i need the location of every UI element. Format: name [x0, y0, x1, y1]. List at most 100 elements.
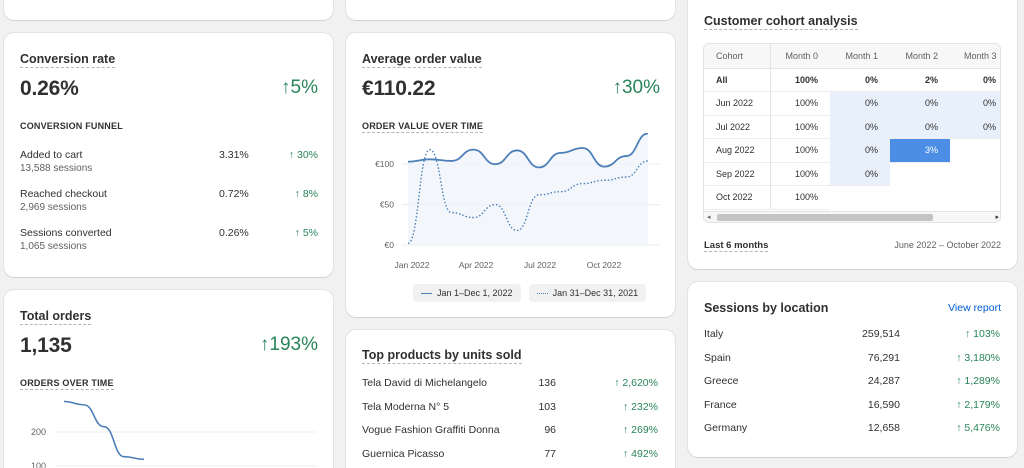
view-report-link[interactable]: View report — [948, 302, 1001, 314]
up-arrow-icon: ↑ — [622, 400, 629, 413]
conversion-rate-title[interactable]: Conversion rate — [20, 52, 116, 68]
funnel-row-label: Sessions converted — [20, 227, 112, 239]
product-row[interactable]: Tela David di Michelangelo 136 ↑ 2,620% — [362, 377, 658, 393]
location-country: Spain — [704, 351, 731, 364]
cohort-cell: 0% — [950, 91, 1000, 116]
aov-area-fill — [408, 133, 648, 245]
location-country: Germany — [704, 422, 748, 434]
total-orders-card: Total orders 1,135 ↑193% ORDERS OVER TIM… — [4, 290, 333, 468]
aov-title[interactable]: Average order value — [362, 52, 482, 68]
conversion-delta-text: 5% — [290, 77, 318, 98]
order-value-over-time-title[interactable]: ORDER VALUE OVER TIME — [362, 121, 484, 133]
scroll-right-icon[interactable]: ▸ — [995, 214, 999, 221]
location-delta: ↑ 1,289% — [956, 375, 1000, 387]
cohort-row: Sep 2022 100% 0% — [704, 162, 1000, 186]
funnel-delta-text: 8% — [302, 188, 318, 200]
up-arrow-icon: ↑ — [294, 188, 300, 200]
aov-y-tick: €0 — [385, 240, 395, 250]
location-delta: ↑ 3,180% — [956, 352, 1000, 364]
aov-x-tick: Jul 2022 — [524, 260, 556, 270]
cohort-row: Oct 2022 100% — [704, 185, 1000, 210]
location-row: France 16,590 ↑ 2,179% — [704, 399, 1000, 415]
cohort-row: Aug 2022 100% 0% 3% — [704, 138, 1000, 163]
legend-dotted-swatch — [536, 292, 548, 294]
up-arrow-icon: ↑ — [281, 77, 291, 98]
location-country: France — [704, 398, 737, 411]
location-row: Spain 76,291 ↑ 3,180% — [704, 352, 1000, 368]
cohort-cell — [890, 162, 950, 186]
cohort-header: Month 0 — [770, 44, 830, 69]
orders-y-tick: 200 — [31, 427, 46, 437]
total-orders-value: 1,135 — [20, 334, 72, 357]
sessions-location-title: Sessions by location — [704, 301, 829, 315]
aov-delta-text: 30% — [621, 77, 660, 98]
product-units: 103 — [538, 400, 556, 413]
cohort-header: Cohort — [704, 44, 771, 69]
total-orders-title[interactable]: Total orders — [20, 309, 92, 325]
product-units: 96 — [544, 424, 556, 436]
product-row[interactable]: Vogue Fashion Graffiti Donna 96 ↑ 269% — [362, 424, 658, 440]
top-products-card: Top products by units sold Tela David di… — [346, 330, 675, 468]
product-units: 77 — [544, 447, 556, 460]
cohort-cell: 100% — [770, 68, 830, 92]
scroll-left-icon[interactable]: ◂ — [707, 214, 711, 221]
top-products-title[interactable]: Top products by units sold — [362, 348, 522, 364]
up-arrow-icon: ↑ — [622, 424, 629, 436]
funnel-delta-text: 30% — [296, 149, 318, 161]
cohort-analysis-card: Customer cohort analysis Cohort Month 0 … — [688, 0, 1017, 269]
cohort-footer-label[interactable]: Last 6 months — [704, 240, 769, 252]
cohort-header: Month 1 — [830, 44, 890, 69]
aov-series-current — [407, 133, 649, 169]
legend-current[interactable]: Jan 1–Dec 1, 2022 — [413, 284, 521, 302]
location-delta-text: 103% — [973, 328, 1000, 340]
legend-previous-label: Jan 31–Dec 31, 2021 — [552, 288, 639, 298]
cohort-label: Oct 2022 — [704, 185, 771, 210]
funnel-row-sessions: 1,065 sessions — [20, 241, 87, 252]
funnel-delta-text: 5% — [302, 227, 318, 239]
aov-delta: ↑30% — [612, 77, 660, 99]
up-arrow-icon: ↑ — [956, 422, 962, 434]
average-order-value-card: Average order value €110.22 ↑30% ORDER V… — [346, 33, 675, 317]
cohort-title[interactable]: Customer cohort analysis — [704, 14, 858, 30]
up-arrow-icon: ↑ — [294, 227, 300, 239]
product-row[interactable]: Tela Moderna N° 5 103 ↑ 232% — [362, 401, 658, 417]
cohort-header: Month 2 — [890, 44, 950, 69]
cohort-cell: 3% — [890, 138, 950, 163]
legend-previous[interactable]: Jan 31–Dec 31, 2021 — [528, 284, 647, 302]
aov-y-tick: €100 — [375, 159, 394, 169]
cohort-cell: 100% — [770, 162, 830, 186]
aov-legend: Jan 1–Dec 1, 2022 Jan 31–Dec 31, 2021 — [413, 284, 647, 302]
cohort-footer-range: June 2022 – October 2022 — [894, 240, 1001, 250]
aov-x-tick: Apr 2022 — [459, 260, 494, 270]
cohort-label: Sep 2022 — [704, 162, 771, 186]
location-sessions: 12,658 — [867, 422, 900, 434]
location-sessions: 16,590 — [867, 398, 900, 411]
orders-over-time-title[interactable]: ORDERS OVER TIME — [20, 378, 114, 390]
cohort-table-wrapper: Cohort Month 0 Month 1 Month 2 Month 3 A… — [703, 43, 1001, 223]
location-country: Italy — [704, 328, 724, 340]
up-arrow-icon: ↑ — [614, 377, 620, 389]
location-delta-text: 2,179% — [964, 398, 1000, 411]
conversion-rate-card: Conversion rate 0.26% ↑5% CONVERSION FUN… — [4, 33, 333, 277]
product-delta-text: 2,620% — [622, 377, 658, 389]
product-delta-text: 492% — [631, 447, 658, 460]
location-delta-text: 3,180% — [964, 351, 1000, 364]
product-row[interactable]: Guernica Picasso 77 ↑ 492% — [362, 448, 658, 464]
cohort-row: Jul 2022 100% 0% 0% 0% — [704, 115, 1000, 139]
funnel-row: Sessions converted 1,065 sessions 0.26% … — [20, 227, 318, 252]
up-arrow-icon: ↑ — [956, 375, 962, 387]
cohort-cell: 0% — [830, 138, 890, 163]
cohort-cell: 100% — [770, 185, 830, 210]
location-delta: ↑ 103% — [965, 328, 1000, 340]
top-left-card-partial — [4, 0, 333, 20]
cohort-cell: 0% — [830, 162, 890, 186]
product-name: Tela Moderna N° 5 — [362, 400, 450, 413]
cohort-cell: 0% — [830, 91, 890, 116]
funnel-row: Added to cart 13,588 sessions 3.31% ↑ 30… — [20, 149, 318, 174]
cohort-cell — [950, 186, 1000, 210]
cohort-horizontal-scrollbar[interactable]: ◂ ▸ — [704, 211, 1000, 222]
orders-y-tick: 100 — [31, 461, 46, 468]
scrollbar-thumb[interactable] — [717, 214, 933, 221]
aov-y-tick: €50 — [380, 200, 394, 210]
location-row: Germany 12,658 ↑ 5,476% — [704, 422, 1000, 438]
